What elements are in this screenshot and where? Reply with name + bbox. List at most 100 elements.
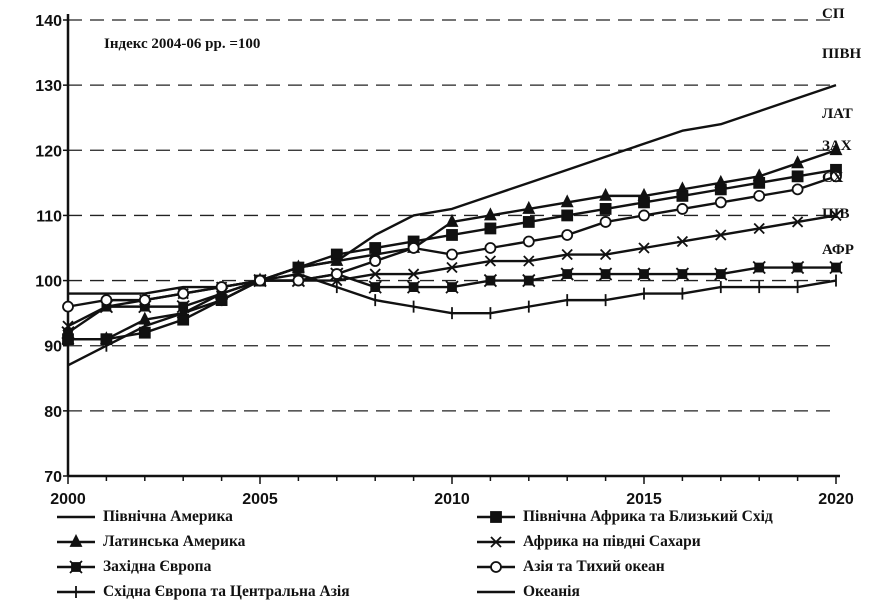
point-s7-7 bbox=[292, 274, 305, 287]
legend-swatch-4 bbox=[57, 586, 95, 598]
legend-swatch-8 bbox=[477, 590, 515, 594]
point-s3-20-cross bbox=[790, 260, 805, 275]
x-tick-label-2010: 2010 bbox=[434, 491, 470, 508]
x-tick-label-2000: 2000 bbox=[50, 491, 86, 508]
point-s3-11 bbox=[445, 280, 459, 294]
legend-item-6: Африка на півдні Сахари bbox=[475, 531, 701, 553]
legend-label-5: Північна Африка та Близький Схід bbox=[523, 508, 773, 525]
point-s5-17 bbox=[676, 189, 689, 202]
point-s5-1 bbox=[62, 333, 74, 346]
point-s5-2 bbox=[100, 333, 113, 346]
point-s3-19-cross bbox=[752, 260, 766, 275]
point-s6-1 bbox=[62, 320, 74, 332]
legend-swatch-6 bbox=[477, 536, 515, 548]
edge-label-2: ПІВН bbox=[822, 46, 862, 62]
point-s3-19 bbox=[752, 260, 766, 275]
y-tick-label-80: 80 bbox=[44, 404, 62, 421]
y-tick-label-140: 140 bbox=[35, 13, 62, 30]
point-s7-12 bbox=[484, 242, 497, 254]
legend-item-3: Західна Європа bbox=[55, 556, 211, 578]
legend-swatch-3 bbox=[57, 560, 95, 574]
point-s3-16 bbox=[637, 267, 651, 281]
point-s5-14 bbox=[561, 209, 574, 222]
point-s5-20 bbox=[791, 170, 804, 183]
point-s5-11 bbox=[446, 229, 458, 241]
point-s3-12-cross bbox=[483, 273, 498, 288]
legend-item-4: Східна Європа та Центральна Азія bbox=[55, 581, 350, 603]
tick-labels: 70 80 90 100 110 120 130 140 2000 2005 2010 2015 202… bbox=[35, 13, 854, 508]
point-s7-9 bbox=[369, 255, 382, 267]
point-s5-4 bbox=[177, 313, 190, 326]
point-s7-2 bbox=[100, 294, 113, 307]
legend-item-1: Північна Америка bbox=[55, 506, 233, 528]
point-s3-21 bbox=[829, 260, 843, 275]
legend-swatch-marker-5 bbox=[490, 511, 502, 523]
point-s3-9-cross bbox=[368, 280, 382, 294]
legend-swatch-2 bbox=[57, 534, 95, 547]
legend-swatch-marker-7 bbox=[490, 561, 502, 573]
point-s7-4 bbox=[177, 287, 190, 300]
point-s3-10-cross bbox=[406, 280, 421, 294]
legend-swatch-1 bbox=[57, 515, 95, 519]
point-s5-19 bbox=[753, 176, 766, 189]
legend-swatch-7 bbox=[477, 561, 515, 573]
series-line-1 bbox=[68, 84, 837, 295]
point-s5-8 bbox=[330, 248, 343, 261]
point-s7-10 bbox=[407, 242, 420, 254]
y-tick-label-100: 100 bbox=[35, 274, 62, 291]
y-tick-label-110: 110 bbox=[36, 208, 62, 225]
point-s7-5 bbox=[215, 281, 228, 293]
point-s5-7 bbox=[292, 261, 305, 274]
legend-item-5: Північна Африка та Близький Схід bbox=[475, 506, 773, 528]
point-s3-4-cross bbox=[176, 299, 190, 314]
edge-label-5: СХ bbox=[822, 170, 843, 186]
point-s2-12 bbox=[483, 207, 497, 221]
point-s6-20 bbox=[791, 216, 804, 228]
point-s3-16-cross bbox=[637, 267, 651, 281]
legend-label-7: Азія та Тихий океан bbox=[523, 558, 665, 575]
point-s7-15 bbox=[599, 216, 612, 228]
point-s6-17 bbox=[676, 235, 689, 248]
legend-swatch-marker-2 bbox=[69, 534, 83, 547]
point-s3-13-cross bbox=[522, 273, 536, 288]
point-s6-14 bbox=[561, 248, 573, 261]
point-s3-9 bbox=[368, 280, 382, 294]
point-s5-3 bbox=[138, 326, 151, 339]
y-tick-label-130: 130 bbox=[35, 78, 62, 95]
point-s3-17 bbox=[675, 267, 690, 281]
legend-item-2: Латинська Америка bbox=[55, 531, 245, 553]
y-tick-label-70: 70 bbox=[44, 469, 62, 486]
point-s3-17-cross bbox=[675, 267, 690, 281]
point-s3-12 bbox=[483, 273, 498, 288]
point-s7-8 bbox=[330, 268, 343, 280]
point-s5-12 bbox=[484, 222, 497, 235]
point-s6-21 bbox=[830, 209, 842, 222]
point-s6-11 bbox=[446, 261, 458, 274]
point-s7-20 bbox=[791, 183, 804, 196]
y-tick-label-120: 120 bbox=[35, 143, 62, 160]
series-markers bbox=[61, 142, 843, 372]
legend-swatch-marker-3 bbox=[69, 560, 83, 574]
x-tick-label-2005: 2005 bbox=[242, 491, 278, 508]
point-s5-18 bbox=[714, 183, 727, 196]
point-s3-15-cross bbox=[598, 267, 613, 281]
point-s3-11-cross bbox=[445, 280, 459, 294]
point-s2-14 bbox=[560, 194, 574, 208]
point-s3-15 bbox=[598, 267, 613, 281]
legend-item-8: Океанія bbox=[475, 581, 580, 603]
x-tick-label-2015: 2015 bbox=[626, 491, 662, 508]
point-s7-13 bbox=[522, 235, 535, 248]
point-s2-20 bbox=[791, 155, 805, 169]
edge-label-7: АФР bbox=[822, 242, 854, 258]
point-s6-18 bbox=[715, 229, 727, 241]
point-s7-16 bbox=[638, 209, 650, 222]
point-s6-10 bbox=[407, 268, 420, 280]
point-s7-21 bbox=[830, 170, 842, 183]
point-s2-13 bbox=[522, 200, 536, 214]
legend-item-7: Азія та Тихий океан bbox=[475, 556, 665, 578]
point-s5-9 bbox=[369, 242, 382, 254]
point-s5-16 bbox=[638, 196, 650, 209]
chart-annotation: Індекс 2004-06 рр. =100 bbox=[104, 36, 260, 52]
legend-label-2: Латинська Америка bbox=[103, 533, 246, 550]
right-edge-labels: СП ПІВН ЛАТ ЗАХ СХ ПІВ АФР bbox=[822, 6, 862, 258]
